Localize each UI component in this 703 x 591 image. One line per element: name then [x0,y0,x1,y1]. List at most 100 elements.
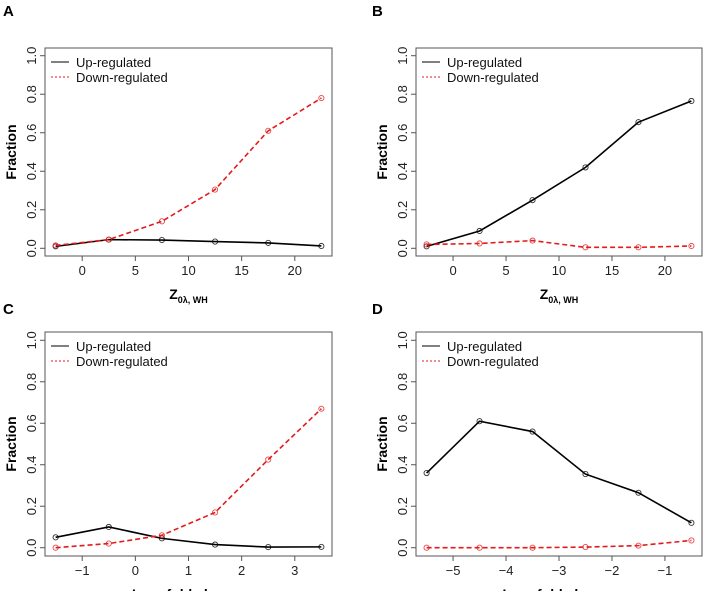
y-tick-label: 0.2 [395,201,410,219]
data-point [582,544,589,551]
series-line-down [426,239,692,249]
y-tick-label: 0.4 [395,456,410,474]
data-point [529,544,536,551]
y-tick-label: 0.8 [24,85,39,103]
y-tick-label: 0.4 [24,162,39,180]
data-point [52,242,59,249]
data-point [688,519,695,526]
y-tick-label: 0.6 [395,414,410,432]
data-point [212,238,219,245]
x-axis-title-main: Z [169,286,178,302]
data-point [688,97,695,105]
data-point [52,534,59,541]
panel-label: B [372,3,383,20]
x-tick-label: 3 [291,563,298,578]
panel-label: D [372,301,383,318]
data-point [476,544,483,551]
x-tick-label: −3 [552,563,567,578]
data-point [318,543,325,550]
data-point [529,428,536,435]
y-axis-title: Fraction [374,416,390,471]
y-tick-label: 0.0 [24,239,39,257]
y-tick-label: 0.2 [395,497,410,515]
x-tick-label: −4 [499,563,514,578]
x-tick-label: 15 [605,263,619,278]
data-point [635,489,642,496]
x-axis-title: Log2 fold change [502,586,615,591]
y-tick-label: 0.6 [24,414,39,432]
y-tick-label: 0.2 [24,201,39,219]
data-point [52,544,59,551]
x-axis-title-subscript: 0λ, WH [548,295,578,305]
data-point [158,532,165,539]
panel-a: A 0 5 10 15 20 0.0 0.2 0.4 0.6 0.8 1.0 Fraction Z0λ, … [3,3,333,305]
x-tick-label: 0 [132,563,139,578]
data-point [212,186,219,193]
data-point [423,241,430,248]
data-point [529,197,536,204]
data-point [582,471,589,478]
x-tick-label: 15 [234,263,248,278]
y-tick-label: 1.0 [395,331,410,349]
x-tick-label: 2 [238,563,245,578]
data-point [688,242,695,250]
data-point [635,119,642,126]
y-tick-label: 1.0 [395,47,410,65]
data-point [423,544,430,551]
x-axis-title: Log2 fold change [132,586,245,591]
x-tick-label: 0 [449,263,456,278]
series-line-up [55,526,322,548]
x-tick-label: 0 [79,263,86,278]
data-point [158,218,165,225]
x-tick-label: −5 [446,563,461,578]
y-tick-label: 0.0 [395,539,410,557]
data-point [423,469,430,477]
x-axis-title-rest: fold change [163,586,246,591]
data-point [582,244,589,251]
y-axis-title: Fraction [374,124,390,179]
x-tick-label: −1 [75,563,90,578]
y-tick-label: 0.8 [24,373,39,391]
legend-label: Down-regulated [76,70,168,85]
data-point [529,237,536,244]
y-tick-label: 0.0 [395,239,410,257]
panel-label: A [3,3,14,20]
data-point [265,544,272,551]
panel-b: B 0 5 10 15 20 0.0 0.2 0.4 0.6 0.8 1.0 Fraction Z0λ, … [372,3,703,305]
x-axis-title-subscript: 0λ, WH [178,295,208,305]
x-axis-title-main: Z [540,286,549,302]
x-tick-label: 10 [181,263,195,278]
x-tick-label: 20 [658,263,672,278]
data-point [476,418,483,425]
x-tick-label: 20 [288,263,302,278]
series-line-down [55,97,322,247]
x-tick-label: −1 [658,563,673,578]
x-tick-label: −2 [605,563,620,578]
x-axis-title-main: Log [502,586,528,591]
data-point [212,541,219,548]
y-tick-label: 1.0 [24,47,39,65]
y-tick-label: 0.8 [395,373,410,391]
data-point [265,456,272,463]
data-point [688,537,695,544]
y-tick-label: 0.6 [24,124,39,142]
data-point [635,244,642,251]
x-tick-label: 5 [502,263,509,278]
legend-label: Up-regulated [447,55,522,70]
data-point [318,95,325,102]
series-line-down [426,539,692,549]
legend-label: Down-regulated [76,354,168,369]
y-tick-label: 0.4 [395,162,410,180]
legend-label: Up-regulated [76,55,151,70]
data-point [582,164,589,171]
x-axis-title-main: Log [132,586,158,591]
x-axis-title-rest: fold change [533,586,616,591]
x-tick-label: 10 [552,263,566,278]
data-point [635,542,642,549]
data-point [105,540,112,547]
data-point [318,242,325,250]
data-point [265,239,272,246]
series-line-up [426,420,692,524]
data-point [158,236,165,244]
